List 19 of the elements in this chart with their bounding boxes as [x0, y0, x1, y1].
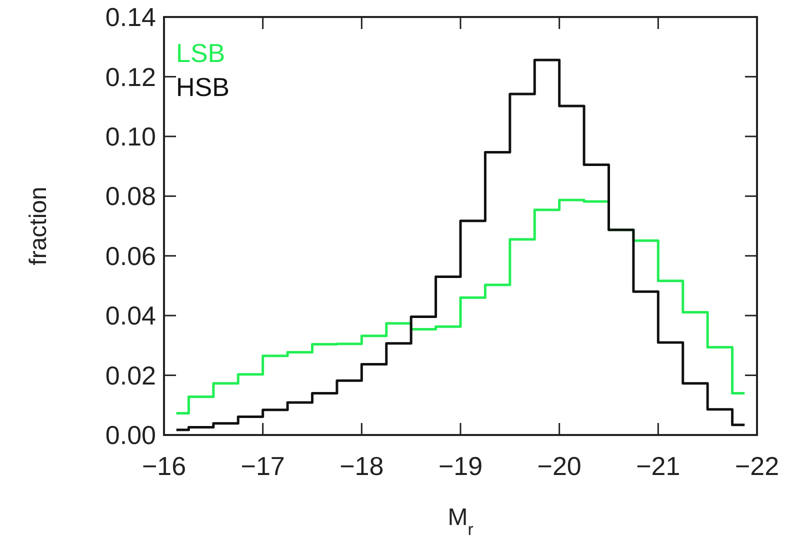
y-tick-label: 0.00	[105, 420, 156, 450]
y-tick-label: 0.10	[105, 122, 156, 152]
y-tick-label: 0.12	[105, 62, 156, 92]
y-tick-label: 0.04	[105, 300, 156, 331]
y-tick-label: 0.14	[105, 2, 156, 32]
y-axis-title: fraction	[25, 186, 52, 266]
text: HSB	[176, 72, 230, 102]
x-tick-label: −22	[734, 451, 780, 481]
text: LSB	[176, 38, 226, 68]
x-tick-label: −19	[438, 451, 483, 481]
y-tick-label: 0.02	[105, 360, 156, 390]
y-tick-label: 0.08	[105, 181, 156, 212]
x-axis-title: M$_{r}$	[448, 504, 474, 538]
x-tick-label: −21	[636, 451, 680, 481]
x-tick-label: −20	[537, 451, 582, 481]
y-tick-label: 0.06	[105, 240, 156, 271]
x-tick-label: −17	[240, 451, 285, 481]
x-tick-label: −18	[340, 451, 384, 481]
x-tick-label: −16	[142, 451, 186, 481]
